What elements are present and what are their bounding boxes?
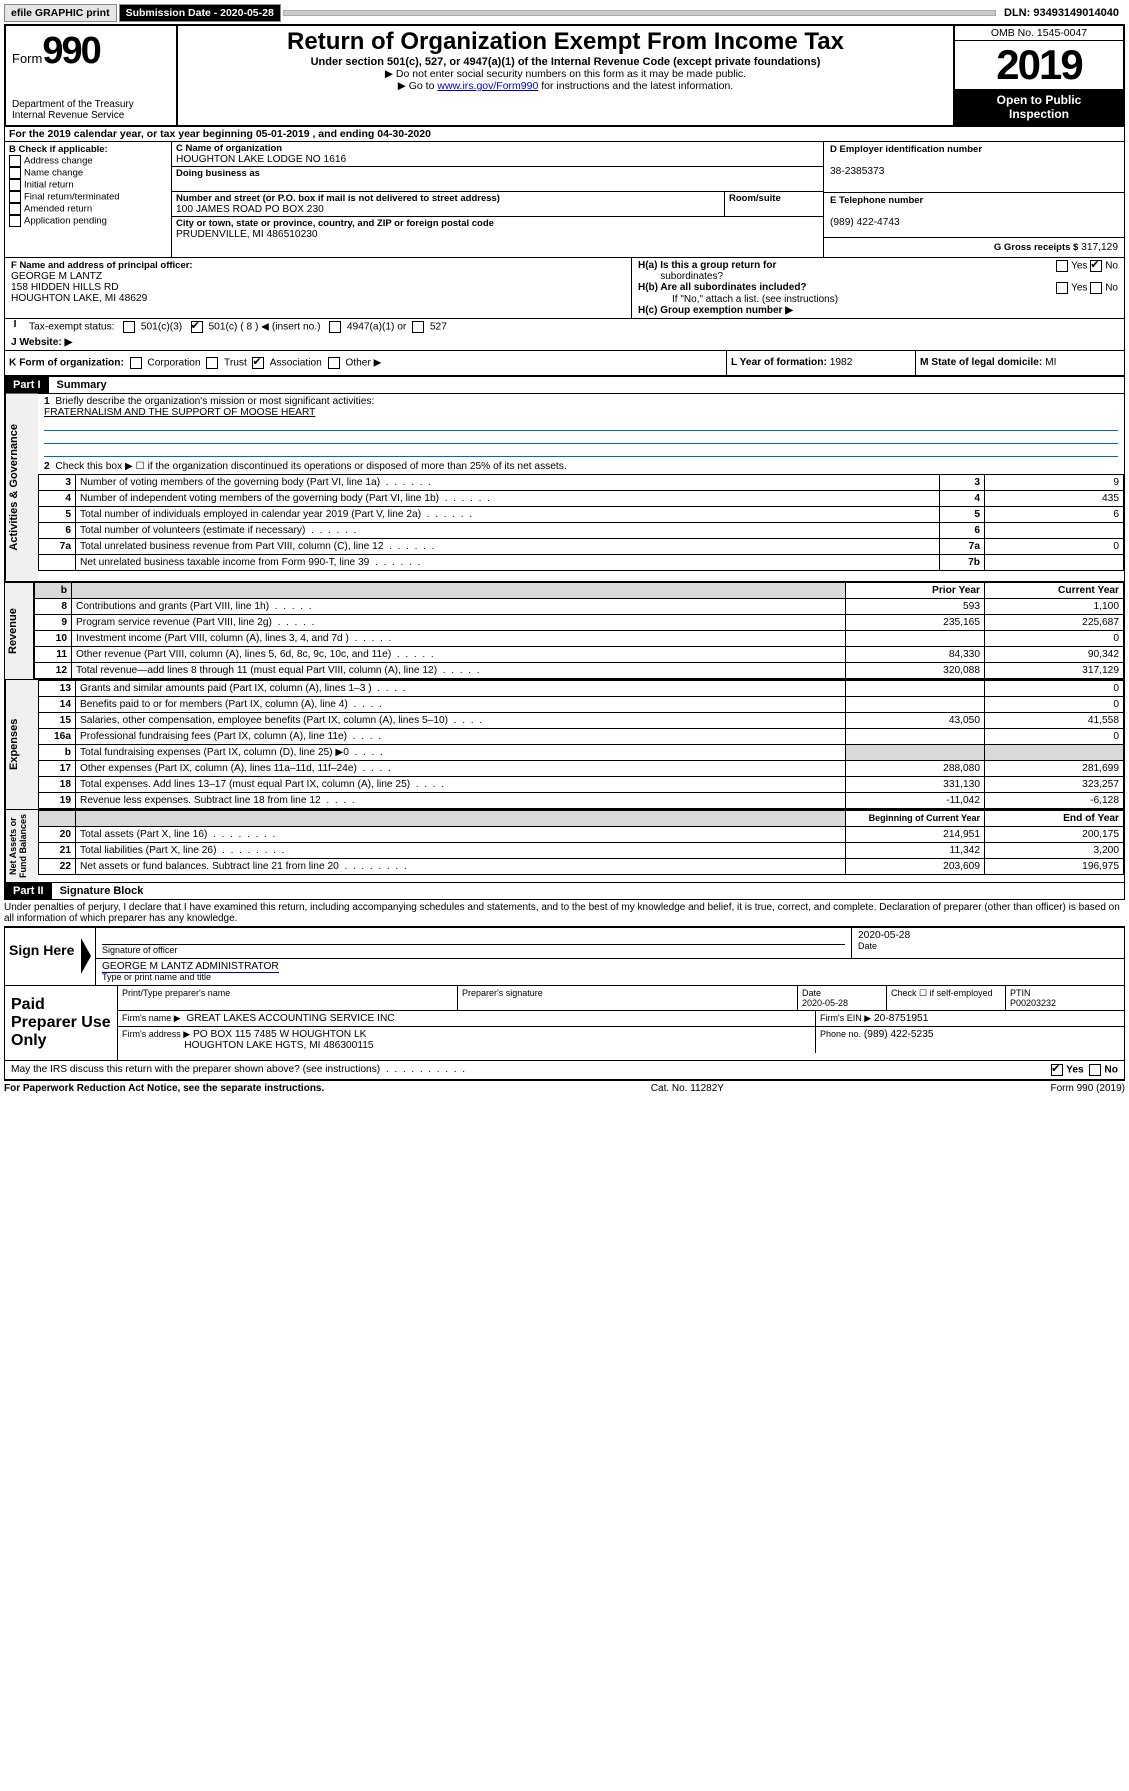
identity-block: B Check if applicable: Address change Na… [4, 142, 1125, 258]
header-left: Form990 Department of the Treasury Inter… [6, 26, 178, 125]
top-bar: efile GRAPHIC print Submission Date - 20… [4, 4, 1125, 22]
table-row: 20Total assets (Part X, line 16) . . . .… [39, 826, 1124, 842]
table-row: 5Total number of individuals employed in… [39, 507, 1124, 523]
q1: 1 Briefly describe the organization's mi… [38, 394, 1124, 459]
table-row: 7aTotal unrelated business revenue from … [39, 539, 1124, 555]
expenses-table: 13Grants and similar amounts paid (Part … [38, 680, 1124, 809]
side-activities: Activities & Governance [5, 394, 38, 581]
form-word: Form [12, 51, 42, 66]
line-a-period: For the 2019 calendar year, or tax year … [4, 127, 1125, 142]
cat-no: Cat. No. 11282Y [651, 1083, 724, 1094]
submission-button[interactable]: Submission Date - 2020-05-28 [119, 4, 281, 22]
discuss-row: May the IRS discuss this return with the… [4, 1061, 1125, 1080]
table-row: 13Grants and similar amounts paid (Part … [39, 680, 1124, 696]
table-row: 3Number of voting members of the governi… [39, 475, 1124, 491]
table-row: 4Number of independent voting members of… [39, 491, 1124, 507]
table-row: 9Program service revenue (Part VIII, lin… [35, 614, 1124, 630]
form-ref: Form 990 (2019) [1051, 1083, 1125, 1094]
table-row: 10Investment income (Part VIII, column (… [35, 630, 1124, 646]
part1-header: Part ISummary [4, 377, 1125, 394]
line-i: Tax-exempt status: 501(c)(3) 501(c) ( 8 … [25, 319, 1124, 335]
table-row: 15Salaries, other compensation, employee… [39, 712, 1124, 728]
table-row: 22Net assets or fund balances. Subtract … [39, 858, 1124, 874]
omb-number: OMB No. 1545-0047 [955, 26, 1123, 41]
paperwork-notice: For Paperwork Reduction Act Notice, see … [4, 1083, 324, 1094]
spacer [283, 10, 996, 16]
box-c: C Name of organizationHOUGHTON LAKE LODG… [172, 142, 823, 257]
box-f: F Name and address of principal officer:… [5, 258, 632, 318]
box-b: B Check if applicable: Address change Na… [5, 142, 172, 257]
table-row: 17Other expenses (Part IX, column (A), l… [39, 760, 1124, 776]
form-990-number: 990 [42, 30, 99, 72]
table-row: 14Benefits paid to or for members (Part … [39, 696, 1124, 712]
tax-year: 2019 [955, 41, 1123, 89]
table-row: 12Total revenue—add lines 8 through 11 (… [35, 662, 1124, 678]
table-row: Net unrelated business taxable income fr… [39, 555, 1124, 571]
footer: For Paperwork Reduction Act Notice, see … [4, 1080, 1125, 1096]
dln-text: DLN: 93493149014040 [998, 5, 1125, 21]
table-row: bTotal fundraising expenses (Part IX, co… [39, 744, 1124, 760]
header-mid: Return of Organization Exempt From Incom… [178, 26, 953, 125]
governance-table: 3Number of voting members of the governi… [38, 474, 1124, 571]
table-row: 21Total liabilities (Part X, line 26) . … [39, 842, 1124, 858]
paid-preparer-block: Paid Preparer Use Only Print/Type prepar… [4, 986, 1125, 1061]
header-right: OMB No. 1545-0047 2019 Open to PublicIns… [953, 26, 1123, 125]
sign-here-label: Sign Here [5, 928, 81, 985]
part1-body: Activities & Governance 1 Briefly descri… [4, 394, 1125, 582]
table-row: 16aProfessional fundraising fees (Part I… [39, 728, 1124, 744]
q2: 2 Check this box ▶ ☐ if the organization… [38, 459, 1124, 474]
table-row: 11Other revenue (Part VIII, column (A), … [35, 646, 1124, 662]
part2-header: Part IISignature Block [4, 883, 1125, 900]
sign-arrow-icon [81, 938, 91, 974]
irs-link[interactable]: www.irs.gov/Form990 [437, 80, 538, 92]
side-revenue: Revenue [5, 582, 33, 679]
line-k: K Form of organization: Corporation Trus… [5, 351, 726, 375]
table-row: 6Total number of volunteers (estimate if… [39, 523, 1124, 539]
perjury-declaration: Under penalties of perjury, I declare th… [4, 900, 1125, 926]
box-d-e-g: D Employer identification number38-23853… [823, 142, 1124, 257]
officer-group-block: F Name and address of principal officer:… [4, 258, 1125, 319]
netassets-table: Beginning of Current YearEnd of Year20To… [38, 810, 1124, 875]
revenue-table: bPrior YearCurrent Year8Contributions an… [34, 582, 1124, 679]
line-m: M State of legal domicile: MI [915, 351, 1124, 375]
side-nab: Net Assets or Fund Balances [5, 810, 38, 882]
form-subtitle: Under section 501(c), 527, or 4947(a)(1)… [184, 56, 947, 68]
table-row: 8Contributions and grants (Part VIII, li… [35, 598, 1124, 614]
form-header: Form990 Department of the Treasury Inter… [4, 24, 1125, 127]
side-expenses: Expenses [5, 680, 38, 809]
line-l: L Year of formation: 1982 [726, 351, 915, 375]
line-j: J Website: ▶ [4, 335, 1125, 351]
box-h: H(a) Is this a group return for subordin… [632, 258, 1124, 318]
dept-treasury: Department of the Treasury Internal Reve… [12, 99, 170, 121]
efile-button[interactable]: efile GRAPHIC print [4, 4, 117, 22]
form-title: Return of Organization Exempt From Incom… [184, 28, 947, 56]
table-row: 18Total expenses. Add lines 13–17 (must … [39, 776, 1124, 792]
table-row: 19Revenue less expenses. Subtract line 1… [39, 792, 1124, 808]
paid-preparer-label: Paid Preparer Use Only [5, 986, 118, 1060]
sign-here-block: Sign Here Signature of officer 2020-05-2… [4, 926, 1125, 986]
note-ssn: Do not enter social security numbers on … [396, 68, 746, 80]
